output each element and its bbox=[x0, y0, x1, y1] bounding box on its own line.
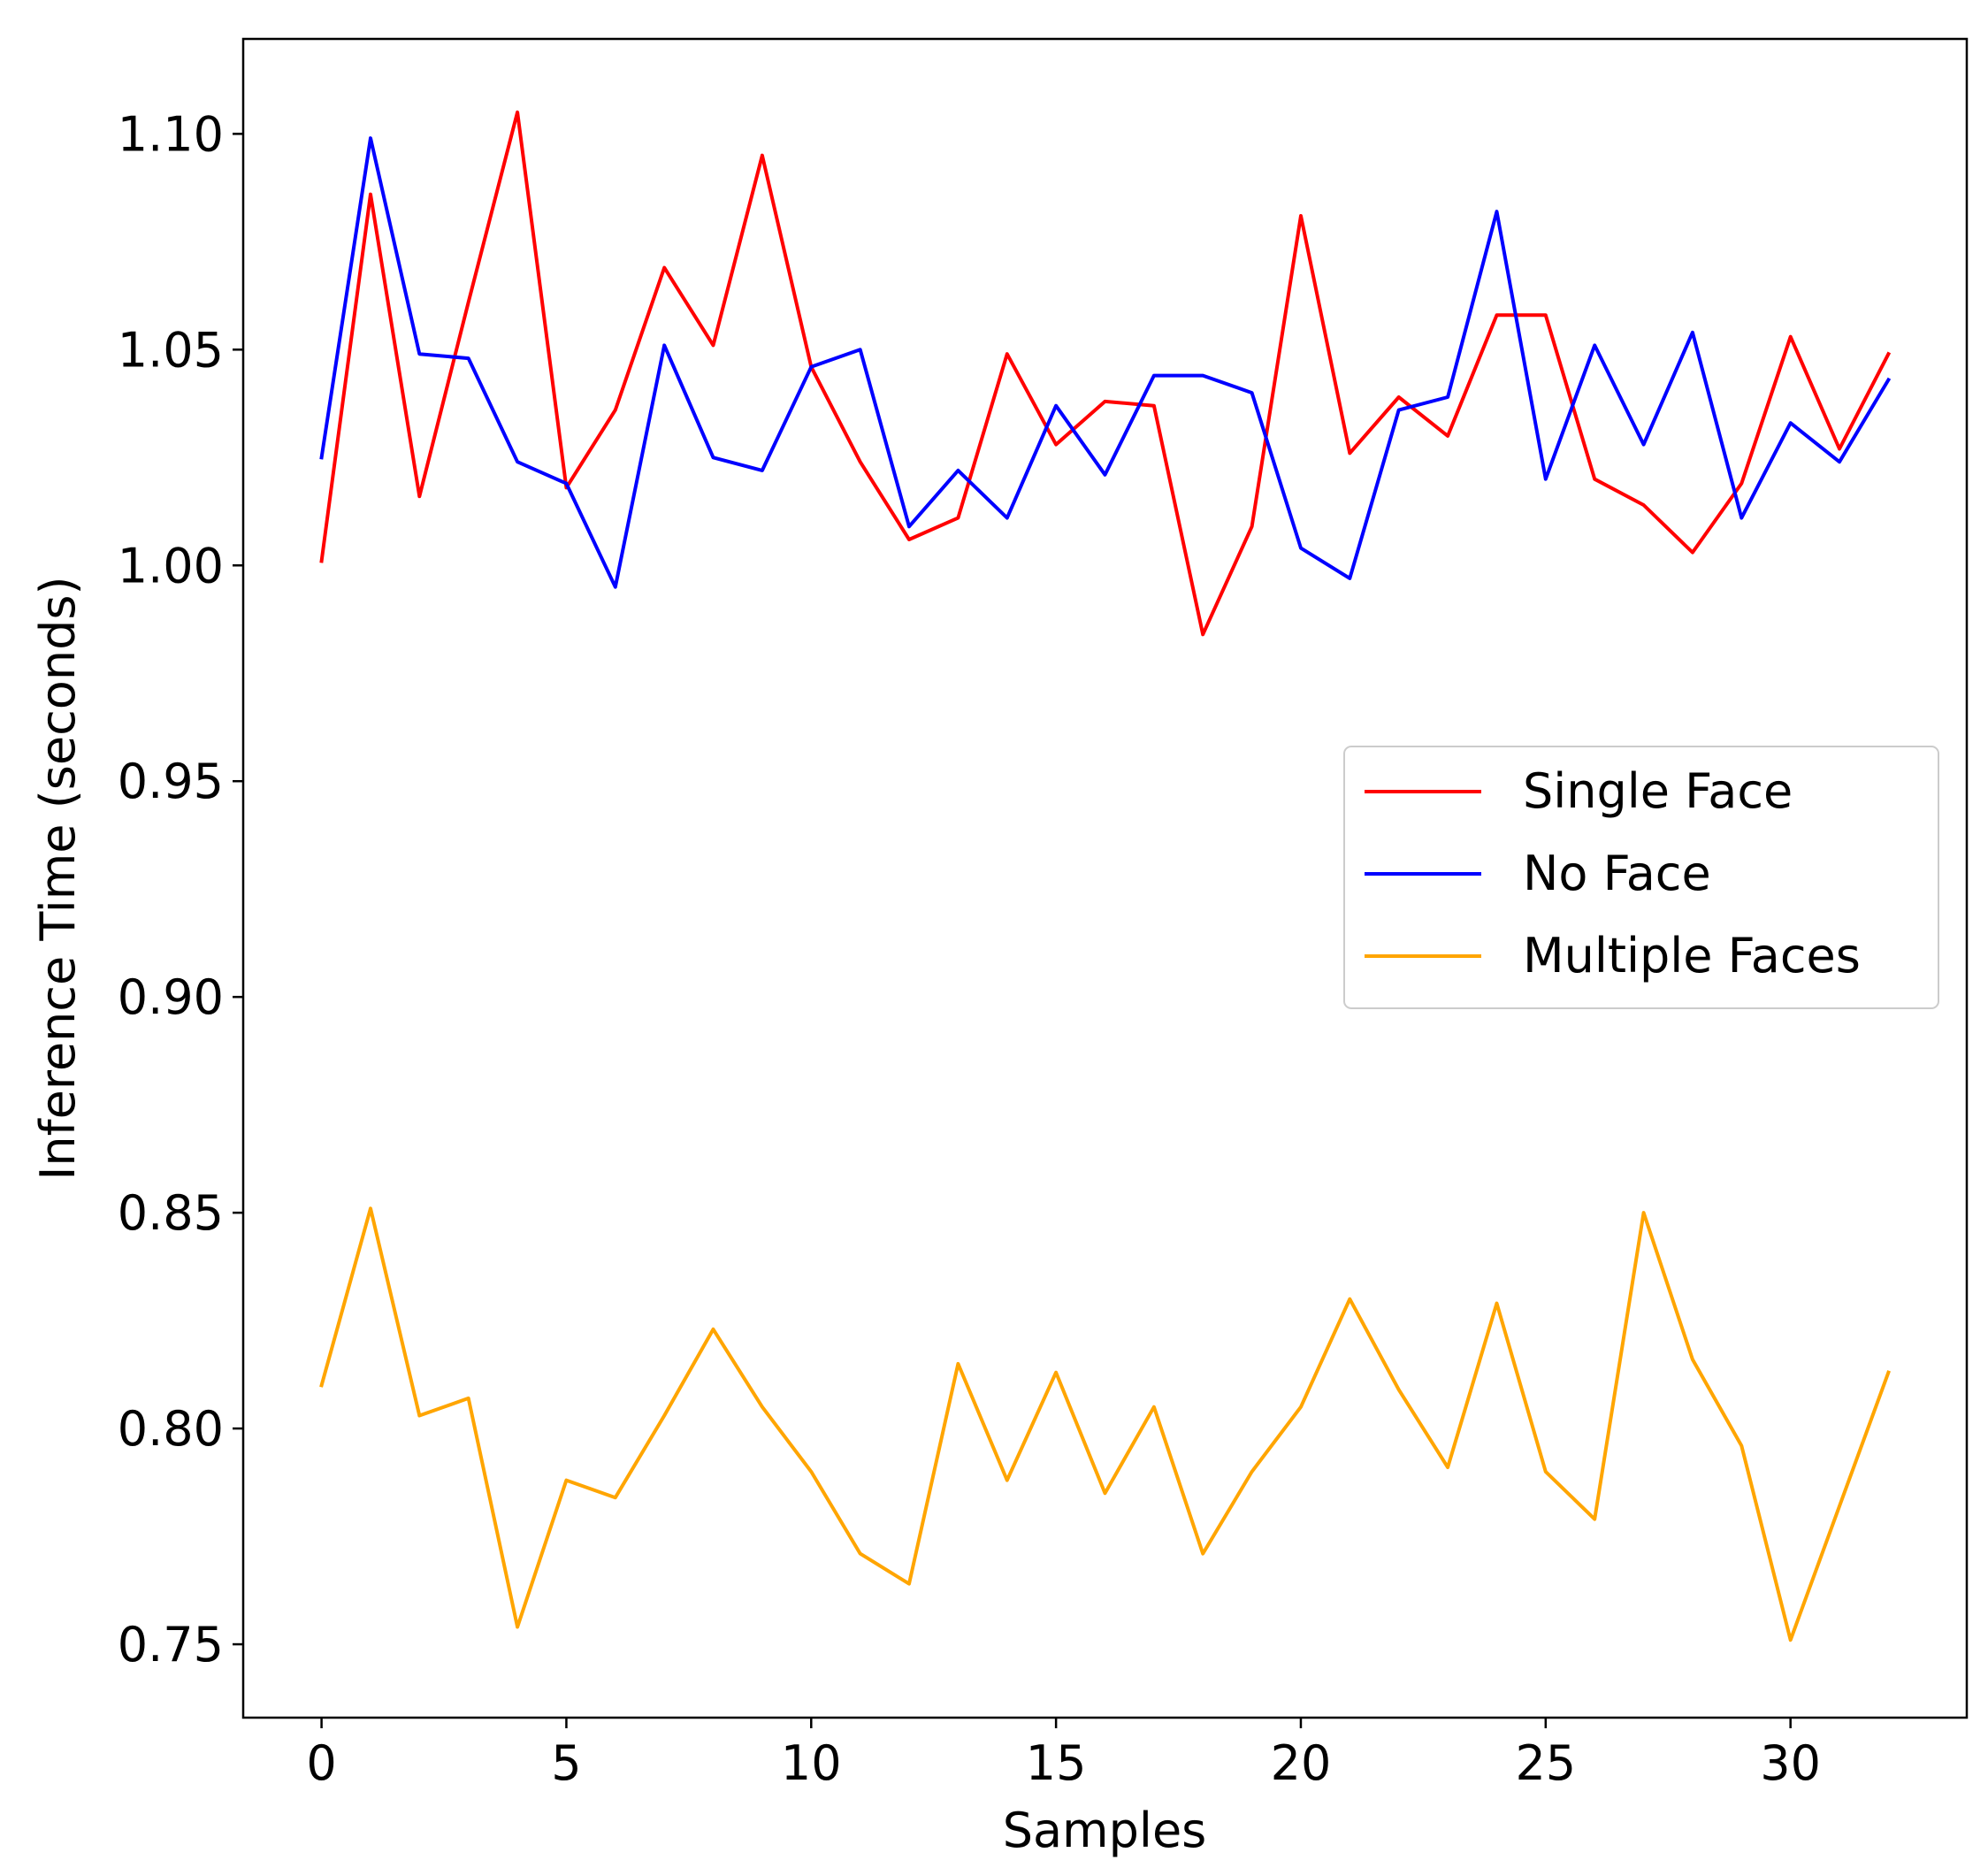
y-axis: 0.75 0.80 0.85 0.90 0.95 1.00 1.05 1.10 bbox=[118, 106, 243, 1673]
legend-label-multiple-faces: Multiple Faces bbox=[1523, 928, 1861, 984]
x-tick-label: 30 bbox=[1760, 1735, 1821, 1791]
y-tick-label: 1.05 bbox=[118, 322, 224, 378]
y-tick-label: 0.75 bbox=[118, 1617, 224, 1673]
y-tick-label: 0.90 bbox=[118, 969, 224, 1025]
x-axis: 0 5 10 15 20 25 30 bbox=[306, 1718, 1821, 1791]
series-layer bbox=[319, 110, 1892, 1642]
legend-label-no-face: No Face bbox=[1523, 846, 1711, 901]
x-tick-label: 20 bbox=[1271, 1735, 1332, 1791]
x-axis-label: Samples bbox=[1003, 1803, 1207, 1858]
x-tick-label: 10 bbox=[781, 1735, 842, 1791]
y-tick-label: 0.85 bbox=[118, 1185, 224, 1241]
y-tick-label: 1.10 bbox=[118, 106, 224, 162]
x-tick-label: 15 bbox=[1026, 1735, 1087, 1791]
series-line-no-face bbox=[319, 136, 1892, 589]
plot-frame bbox=[241, 37, 1969, 1719]
y-tick-label: 0.80 bbox=[118, 1401, 224, 1457]
y-tick-label: 0.95 bbox=[118, 754, 224, 809]
x-tick-label: 25 bbox=[1515, 1735, 1576, 1791]
legend: Single Face No Face Multiple Faces bbox=[1343, 746, 1939, 1009]
series-line-multiple-faces bbox=[319, 1206, 1891, 1642]
x-tick-label: 5 bbox=[551, 1735, 581, 1791]
y-tick-label: 1.00 bbox=[118, 538, 224, 593]
x-tick-label: 0 bbox=[306, 1735, 336, 1791]
y-axis-label: Inference Time (seconds) bbox=[30, 576, 86, 1180]
legend-label-single-face: Single Face bbox=[1523, 763, 1793, 819]
series-line-single-face bbox=[319, 110, 1892, 637]
legend-frame bbox=[1343, 746, 1939, 1009]
